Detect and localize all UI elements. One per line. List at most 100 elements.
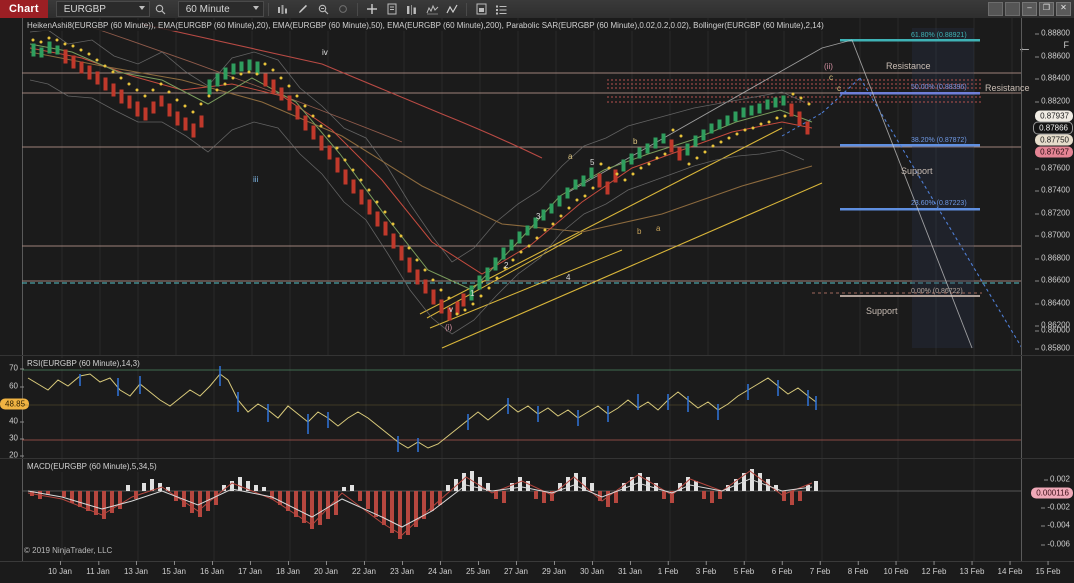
time-tick: 15 Jan — [161, 561, 187, 576]
crosshair-icon[interactable] — [334, 1, 353, 17]
macd-tick: 0.002 — [1043, 474, 1070, 484]
macd-axis[interactable]: 0.002 -0.002 -0.004 -0.006 0.000116 — [1021, 459, 1074, 562]
wave-label-c-1: c — [829, 73, 833, 82]
time-tick: 16 Jan — [199, 561, 225, 576]
rsi-pane[interactable]: RSI(EURGBP (60 Minute),14,3) 70 60 40 30… — [0, 355, 1074, 460]
macd-tick: -0.006 — [1041, 539, 1070, 549]
price-tick: 0.87000 — [1035, 230, 1070, 240]
macd-plot-area[interactable] — [22, 459, 1022, 562]
close-button[interactable]: ✕ — [1056, 2, 1071, 16]
macd-pane[interactable]: MACD(EURGBP (60 Minute),5,34,5) — [0, 458, 1074, 562]
plus-icon[interactable] — [363, 1, 382, 17]
rsi-tick: 30 — [9, 433, 24, 443]
parabolic-sar-dots — [31, 36, 811, 316]
time-tick: 22 Jan — [351, 561, 377, 576]
fib-level-3820: 38.20% (0.87872) — [911, 137, 967, 144]
symbol-selector[interactable]: EURGBP — [55, 1, 150, 17]
wave-label-b-2: b — [637, 227, 642, 236]
compare-icon[interactable] — [403, 1, 422, 17]
zoom-icon[interactable] — [314, 1, 333, 17]
time-tick: 24 Jan — [427, 561, 453, 576]
time-tick: 18 Jan — [275, 561, 301, 576]
macd-tick: -0.002 — [1041, 502, 1070, 512]
back-arrow-icon[interactable]: ← — [1017, 39, 1032, 56]
minimize-button[interactable]: – — [1022, 2, 1037, 16]
time-tick: 23 Jan — [389, 561, 415, 576]
toolbar-divider — [356, 2, 358, 16]
time-tick: 13 Feb — [959, 561, 985, 576]
rsi-tick: 40 — [9, 416, 24, 426]
wave-label-b-1: b — [633, 137, 638, 146]
price-tag-last: 0.87866 — [1033, 121, 1073, 135]
wave-label-1: 1 — [470, 289, 475, 298]
fib-level-2360: 23.60% (0.87223) — [911, 200, 967, 207]
wave-label-iv: iv — [322, 48, 328, 57]
rsi-plot-area[interactable] — [22, 356, 1022, 459]
wave-label-a-2: a — [656, 224, 661, 233]
search-icon[interactable] — [151, 1, 170, 17]
restore-button[interactable]: ❐ — [1039, 2, 1054, 16]
chart-type-icon[interactable] — [274, 1, 293, 17]
price-tick: 0.86000 — [1035, 325, 1070, 335]
wave-label-5: 5 — [590, 158, 595, 167]
rsi-tick: 70 — [9, 363, 24, 373]
wave-label-3: 3 — [536, 212, 541, 221]
macd-indicator-label: MACD(EURGBP (60 Minute),5,34,5) — [24, 461, 160, 472]
price-axis-f-marker: F — [1063, 40, 1070, 50]
indicator-icon[interactable] — [423, 1, 442, 17]
toolbar-divider — [465, 2, 467, 16]
price-tick: 0.87400 — [1035, 185, 1070, 195]
save-workspace-icon[interactable] — [472, 1, 491, 17]
macd-chart-svg — [22, 459, 1022, 562]
time-tick: 27 Jan — [503, 561, 529, 576]
time-axis[interactable]: 10 Jan 11 Jan 13 Jan 15 Jan 16 Jan 17 Ja… — [0, 561, 1074, 583]
price-plot-area[interactable] — [22, 18, 1022, 355]
price-tick: 0.86600 — [1035, 275, 1070, 285]
chart-tab[interactable]: Chart — [0, 0, 48, 18]
window-controls: – ❐ ✕ — [988, 2, 1071, 16]
toolbar-divider — [267, 2, 269, 16]
wave-label-a-1: a — [568, 152, 573, 161]
line-study-icon[interactable] — [443, 1, 462, 17]
wave-label-2: 2 — [504, 261, 509, 270]
time-tick: 20 Jan — [313, 561, 339, 576]
annotation-support-2: Support — [866, 306, 898, 316]
window-spacer-a — [988, 2, 1003, 16]
chevron-down-icon — [138, 6, 145, 10]
properties-icon[interactable] — [492, 1, 511, 17]
wave-label-4: 4 — [566, 273, 571, 282]
time-tick: 11 Jan — [86, 561, 110, 576]
data-box-icon[interactable] — [383, 1, 402, 17]
time-tick: 10 Feb — [883, 561, 909, 576]
time-tick: 14 Feb — [997, 561, 1023, 576]
price-tick: 0.86800 — [1035, 253, 1070, 263]
price-axis[interactable]: 0.88800 0.88600 0.88400 0.88200 0.88000 … — [1021, 18, 1074, 355]
time-tick: 5 Feb — [733, 561, 755, 576]
macd-value-tag: 0.000116 — [1031, 487, 1073, 499]
time-tick: 13 Jan — [123, 561, 149, 576]
time-tick: 25 Jan — [465, 561, 491, 576]
price-tick: 0.86400 — [1035, 298, 1070, 308]
time-tick: 12 Feb — [921, 561, 947, 576]
price-tick: 0.87200 — [1035, 208, 1070, 218]
macd-tick: -0.004 — [1041, 520, 1070, 530]
interval-selector[interactable]: 60 Minute — [177, 1, 264, 17]
price-tick: 0.88800 — [1035, 28, 1070, 38]
price-pane[interactable]: HeikenAshi8(EURGBP (60 Minute)), EMA(EUR… — [0, 18, 1074, 355]
rsi-indicator-label: RSI(EURGBP (60 Minute),14,3) — [24, 358, 143, 369]
wave-label-c-2: c — [837, 84, 841, 93]
chart-toolbar: Chart EURGBP 60 Minute — [0, 0, 1074, 19]
time-tick: 29 Jan — [541, 561, 567, 576]
time-tick: 15 Feb — [1035, 561, 1061, 576]
candle-series — [31, 41, 810, 321]
price-tick: 0.86200 — [1035, 320, 1070, 330]
fib-level-0000: 0.00% (0.86722) — [911, 288, 963, 295]
rsi-value-tag: 48.85 — [0, 398, 30, 410]
drawing-pencil-icon[interactable] — [294, 1, 313, 17]
rsi-tick: 60 — [9, 381, 24, 391]
time-tick: 31 Jan — [617, 561, 643, 576]
rsi-left-axis: 70 60 40 30 20 48.85 — [0, 356, 30, 460]
wave-label-ii: (ii) — [824, 62, 833, 71]
symbol-value: EURGBP — [63, 3, 106, 15]
